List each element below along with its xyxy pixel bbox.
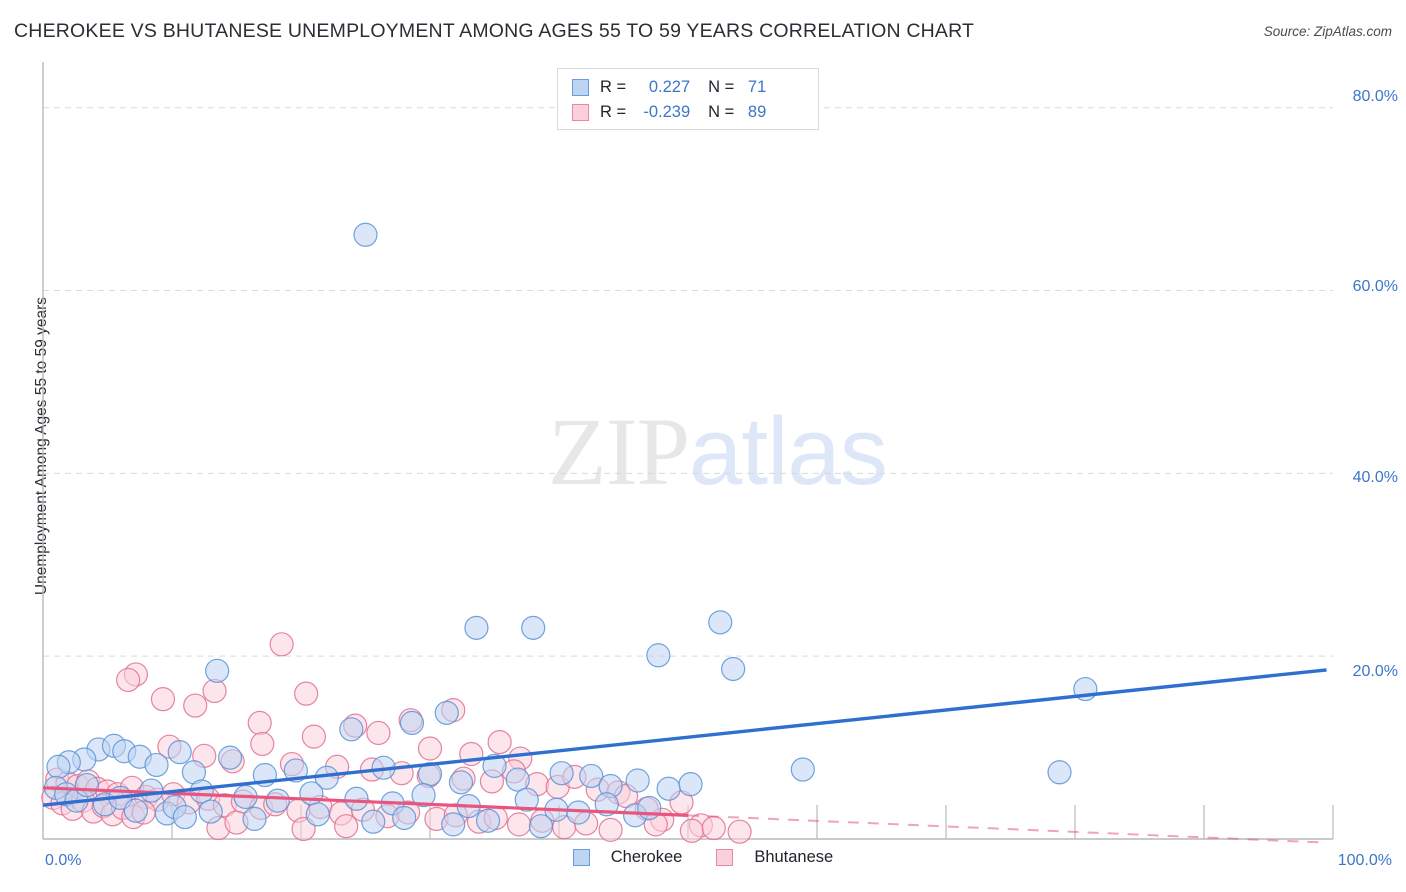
stats-row-cherokee: R = 0.227 N = 71 xyxy=(572,75,808,100)
trendline-cherokee xyxy=(42,668,1327,807)
r-value-cherokee: 0.227 xyxy=(648,78,691,96)
x-tick-label-min: 0.0% xyxy=(45,852,82,869)
watermark-atlas: atlas xyxy=(689,398,888,505)
legend-label-bhutanese: Bhutanese xyxy=(754,848,834,866)
r-label-bhutanese: R = xyxy=(600,103,627,121)
r-label-cherokee: R = xyxy=(600,78,627,96)
scatter-plot-area xyxy=(41,62,1334,844)
zipatlas-watermark: ZIPatlas xyxy=(548,404,888,500)
scatter-plot-canvas xyxy=(41,62,1334,844)
axis-lines xyxy=(42,62,1333,840)
watermark-zip: ZIP xyxy=(548,398,690,505)
stats-row-bhutanese: R = -0.239 N = 89 xyxy=(572,100,808,125)
legend-item-bhutanese[interactable]: Bhutanese xyxy=(716,848,833,867)
y-tick-label-20: 20.0% xyxy=(1352,663,1398,680)
r-value-bhutanese: -0.239 xyxy=(643,103,691,121)
n-value-bhutanese: 89 xyxy=(747,103,767,121)
legend-swatch-cherokee-icon xyxy=(572,79,589,96)
page-title: CHEROKEE VS BHUTANESE UNEMPLOYMENT AMONG… xyxy=(14,20,975,42)
legend-swatch-cherokee-bottom-icon xyxy=(572,849,590,866)
correlation-stats-legend: R = 0.227 N = 71 R = -0.239 N = 89 xyxy=(557,68,819,130)
legend-swatch-bhutanese-bottom-icon xyxy=(716,849,734,866)
y-tick-label-80: 80.0% xyxy=(1352,88,1398,105)
series-legend: Cherokee Bhutanese xyxy=(0,848,1406,867)
legend-label-cherokee: Cherokee xyxy=(610,848,683,866)
x-tick-label-max: 100.0% xyxy=(1337,852,1392,869)
source-attribution: Source: ZipAtlas.com xyxy=(1263,24,1392,39)
y-tick-label-40: 40.0% xyxy=(1352,469,1398,486)
n-label-cherokee: N = xyxy=(708,78,735,96)
legend-swatch-bhutanese-icon xyxy=(572,104,589,121)
legend-item-cherokee[interactable]: Cherokee xyxy=(572,848,683,867)
data-points-cherokee xyxy=(43,222,1098,839)
y-tick-label-60: 60.0% xyxy=(1352,278,1398,295)
gridlines xyxy=(43,107,1333,657)
n-value-cherokee: 71 xyxy=(747,78,767,96)
n-label-bhutanese: N = xyxy=(708,103,735,121)
